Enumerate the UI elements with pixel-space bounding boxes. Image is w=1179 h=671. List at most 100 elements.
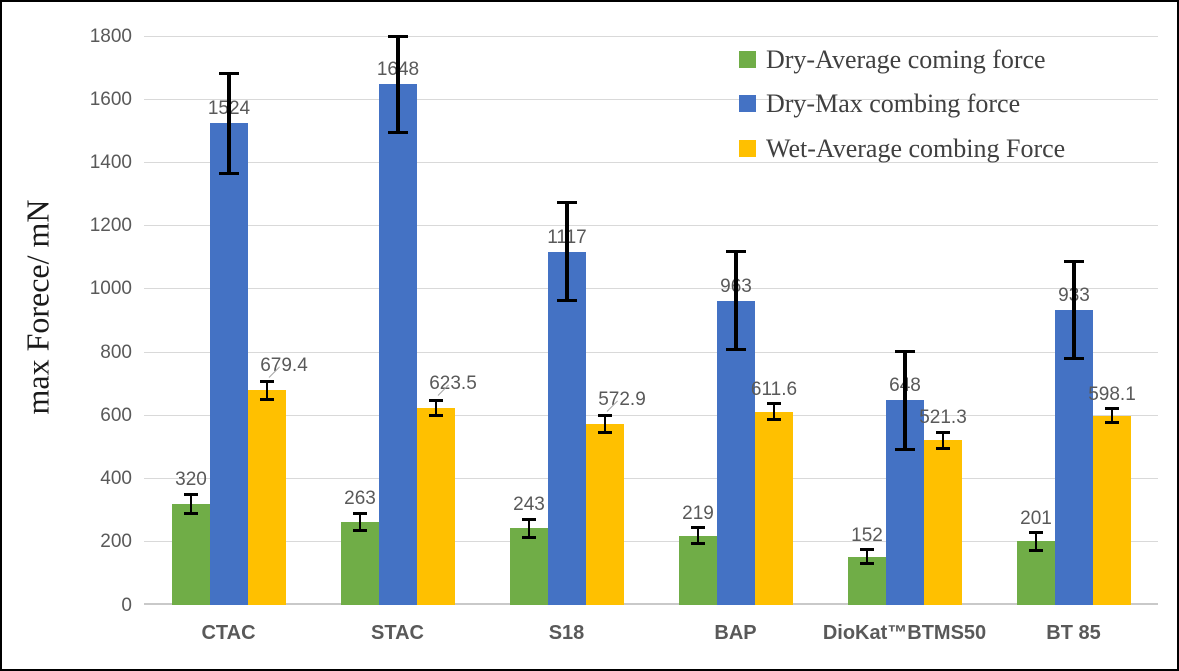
error-bar-cap [353,511,367,515]
data-label: 521.3 [919,407,967,429]
error-bar-line [1072,261,1076,359]
y-tick-label: 0 [121,594,132,616]
error-bar-cap [522,535,536,539]
error-bar-line [227,73,231,174]
gridline [144,288,1158,290]
y-tick-label: 1400 [89,151,132,173]
x-category-label: BT 85 [1046,622,1101,644]
error-bar-cap [691,526,705,530]
data-label: 320 [175,469,207,491]
error-bar-cap [936,446,950,450]
data-label: 219 [682,502,714,524]
bar-dry-max-combing-force [548,251,586,605]
gridline [144,161,1158,163]
error-bar-line [1110,408,1114,423]
error-bar-cap [522,517,536,521]
error-bar-cap [353,529,367,533]
error-bar-line [527,519,531,538]
legend-swatch-green-icon [739,51,756,69]
gridline [144,478,1158,480]
error-bar-cap [598,413,612,417]
error-bar-cap [895,349,915,353]
gridline [144,351,1158,353]
error-bar-cap [726,348,746,352]
bar-wet-average-combing-force [417,407,455,605]
error-bar-cap [767,418,781,422]
bar-dry-max-combing-force [379,84,417,605]
bar-wet-average-combing-force [755,411,793,605]
error-bar-cap [388,130,408,134]
data-label: 263 [344,488,376,509]
error-bar-cap [219,71,239,75]
y-tick-label: 1200 [89,215,132,237]
error-bar-cap [1105,421,1119,425]
gridline [144,414,1158,416]
gridline [144,35,1158,37]
error-bar-line [396,36,400,133]
bar-wet-average-combing-force [586,423,624,605]
error-bar-cap [184,492,198,496]
error-bar-cap [184,511,198,515]
y-tick-label: 800 [100,341,132,363]
error-bar-line [265,381,269,400]
bar-dry-average-coming-force [510,528,548,605]
error-bar-line [189,494,193,514]
error-bar-line [603,415,607,433]
data-label: 201 [1020,507,1052,529]
data-label: 623.5 [429,372,477,394]
gridline [144,603,1158,605]
bar-dry-average-coming-force [172,503,210,605]
legend-swatch-yellow-icon [739,139,756,157]
error-bar-cap [936,430,950,434]
error-bar-cap [1029,548,1043,552]
bar-wet-average-combing-force [248,390,286,605]
bar-dry-max-combing-force [717,300,755,605]
error-bar-cap [219,171,239,175]
error-bar-line [941,432,945,449]
bar-dry-max-combing-force [210,123,248,605]
bar-dry-average-coming-force [341,521,379,605]
error-bar-line [865,549,869,564]
legend-label: Dry-Max combing force [766,89,1021,119]
error-bar-cap [895,447,915,451]
bar-dry-average-coming-force [1017,541,1055,605]
y-tick-label: 1000 [89,278,132,300]
plot-area: 3202632432191522011524164811179636489336… [144,34,1158,605]
error-bar-cap [1029,531,1043,535]
error-bar-cap [260,397,274,401]
error-bar-cap [1064,356,1084,360]
error-bar-cap [260,379,274,383]
error-bar-cap [691,542,705,546]
legend-label: Dry-Average coming force [766,45,1046,74]
legend-item-wet-average: Wet-Average combing Force [739,133,1066,163]
error-bar-cap [1105,407,1119,411]
y-tick-label: 200 [100,531,132,553]
legend-swatch-blue-icon [739,95,756,113]
data-label: 152 [851,524,883,546]
error-bar-cap [557,299,577,303]
error-bar-line [434,400,438,416]
error-bar-cap [726,250,746,254]
bar-dry-average-coming-force [679,535,717,605]
y-axis-title: max Forece/ mN [19,199,56,415]
bar-wet-average-combing-force [924,440,962,605]
error-bar-line [358,513,362,531]
x-category-label: S18 [548,622,585,644]
data-label: 679.4 [260,355,308,377]
error-bar-line [565,202,569,301]
x-category-label: CTAC [201,622,256,644]
legend-label: Wet-Average combing Force [766,133,1066,163]
error-bar-cap [860,548,874,552]
error-bar-cap [429,414,443,418]
error-bar-line [696,527,700,544]
data-label: 572.9 [598,388,646,410]
gridline [144,541,1158,543]
error-bar-line [903,351,907,450]
legend: Dry-Average coming force Dry-Max combing… [739,46,1065,179]
data-label: 243 [513,494,545,516]
x-category-label: STAC [371,622,424,644]
legend-item-dry-average: Dry-Average coming force [739,46,1065,73]
error-bar-cap [429,398,443,402]
y-tick-label: 1600 [89,88,132,110]
